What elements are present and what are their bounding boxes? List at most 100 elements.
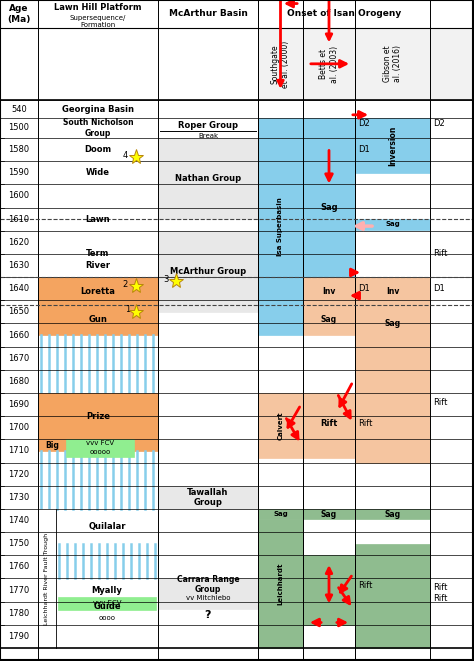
Text: Sag: Sag xyxy=(320,203,338,212)
Bar xyxy=(355,544,430,648)
Text: Leichhardt River Fault Trough: Leichhardt River Fault Trough xyxy=(45,532,49,625)
Text: 1760: 1760 xyxy=(9,563,29,571)
Text: Doom: Doom xyxy=(84,145,111,154)
Bar xyxy=(158,231,258,312)
Text: 1600: 1600 xyxy=(9,192,29,200)
Text: Myally: Myally xyxy=(91,586,122,594)
Text: 1770: 1770 xyxy=(9,586,29,594)
Text: Quilalar: Quilalar xyxy=(88,522,126,531)
Text: Loretta: Loretta xyxy=(81,286,116,295)
Text: Carrara Range
Group: Carrara Range Group xyxy=(177,575,239,594)
Text: 4: 4 xyxy=(122,151,128,160)
Text: vv Mitchiebo: vv Mitchiebo xyxy=(186,596,230,602)
Text: Isa Superbasin: Isa Superbasin xyxy=(277,197,283,256)
Bar xyxy=(258,393,303,458)
Text: 1640: 1640 xyxy=(9,284,29,293)
Bar xyxy=(38,393,158,440)
Text: South Nicholson
Group: South Nicholson Group xyxy=(63,118,133,137)
Text: 1610: 1610 xyxy=(9,215,29,223)
Text: Rift: Rift xyxy=(358,581,373,590)
Text: McArthur Basin: McArthur Basin xyxy=(169,9,247,19)
Bar xyxy=(38,440,158,451)
Bar xyxy=(258,118,303,335)
Text: 1620: 1620 xyxy=(9,238,29,247)
Text: Sag: Sag xyxy=(321,315,337,325)
Text: D2: D2 xyxy=(433,120,445,128)
Text: Big: Big xyxy=(45,441,59,449)
Text: 3: 3 xyxy=(164,274,169,284)
Text: Wide: Wide xyxy=(86,169,110,177)
Text: 1720: 1720 xyxy=(9,469,29,479)
Text: 1: 1 xyxy=(126,305,131,315)
Text: 1710: 1710 xyxy=(9,446,29,455)
Bar xyxy=(355,118,430,173)
Text: 1700: 1700 xyxy=(9,423,29,432)
Text: Sag: Sag xyxy=(384,319,401,328)
Bar xyxy=(355,509,430,520)
Text: Lawn: Lawn xyxy=(86,215,110,223)
Text: 1690: 1690 xyxy=(9,400,29,409)
Text: D1: D1 xyxy=(358,284,370,293)
Bar xyxy=(303,509,355,520)
Text: Inv: Inv xyxy=(386,286,399,295)
Text: 1780: 1780 xyxy=(9,609,29,618)
Bar xyxy=(355,305,430,342)
Text: Sag: Sag xyxy=(384,510,401,519)
Text: vvv ECV: vvv ECV xyxy=(93,600,121,607)
Text: 1630: 1630 xyxy=(9,261,29,270)
Text: 1790: 1790 xyxy=(9,632,29,641)
Text: Break: Break xyxy=(198,133,218,139)
Text: 1590: 1590 xyxy=(9,169,29,177)
Bar xyxy=(303,138,355,277)
Bar xyxy=(258,520,303,648)
Text: Leichhardt: Leichhardt xyxy=(277,563,283,605)
Text: Nathan Group: Nathan Group xyxy=(175,174,241,183)
Text: Calvert: Calvert xyxy=(277,411,283,440)
Text: 1670: 1670 xyxy=(9,354,29,363)
Text: Rift: Rift xyxy=(433,594,447,603)
Text: 540: 540 xyxy=(11,104,27,114)
Text: 1730: 1730 xyxy=(9,493,29,502)
Bar xyxy=(38,509,56,648)
Text: Inv: Inv xyxy=(322,286,336,295)
Text: Age
(Ma): Age (Ma) xyxy=(7,5,31,24)
Text: D2: D2 xyxy=(358,120,370,128)
Bar xyxy=(158,486,258,509)
Bar xyxy=(38,305,158,335)
Text: Southgate
et al. (2000): Southgate et al. (2000) xyxy=(271,40,290,88)
Text: 1500: 1500 xyxy=(9,124,29,132)
Text: D1: D1 xyxy=(358,145,370,154)
Bar xyxy=(38,277,158,305)
Bar xyxy=(66,440,134,457)
Bar xyxy=(58,597,156,609)
Text: Rift: Rift xyxy=(433,398,447,407)
Bar xyxy=(303,277,355,305)
Text: ?: ? xyxy=(205,610,211,620)
Text: Rift: Rift xyxy=(433,584,447,592)
Text: Sag: Sag xyxy=(273,511,288,517)
Text: 1740: 1740 xyxy=(9,516,29,525)
Text: Supersequence/: Supersequence/ xyxy=(70,15,126,21)
Text: Guide: Guide xyxy=(93,602,121,611)
Bar xyxy=(303,393,355,458)
Text: 1580: 1580 xyxy=(9,145,29,154)
Text: 1650: 1650 xyxy=(9,307,29,317)
Text: Rift: Rift xyxy=(358,418,373,428)
Bar xyxy=(158,138,258,219)
Text: D1: D1 xyxy=(433,284,445,293)
Text: Gun: Gun xyxy=(89,315,108,325)
Text: Prize: Prize xyxy=(86,412,110,420)
Text: Gibson et
al. (2016): Gibson et al. (2016) xyxy=(383,46,402,83)
Text: Rift: Rift xyxy=(433,249,447,258)
Text: vvv FCV: vvv FCV xyxy=(86,440,114,446)
Text: Betts et
al. (2003): Betts et al. (2003) xyxy=(319,46,339,83)
Text: Term: Term xyxy=(86,249,109,258)
Text: Roper Group: Roper Group xyxy=(178,120,238,130)
Text: oooo: oooo xyxy=(99,615,116,621)
Bar xyxy=(355,277,430,305)
Text: Onset of Isan Orogeny: Onset of Isan Orogeny xyxy=(287,9,401,19)
Text: Georgina Basin: Georgina Basin xyxy=(62,104,134,114)
Text: Sag: Sag xyxy=(385,221,400,227)
Bar xyxy=(258,28,474,100)
Text: Rift: Rift xyxy=(320,419,337,428)
